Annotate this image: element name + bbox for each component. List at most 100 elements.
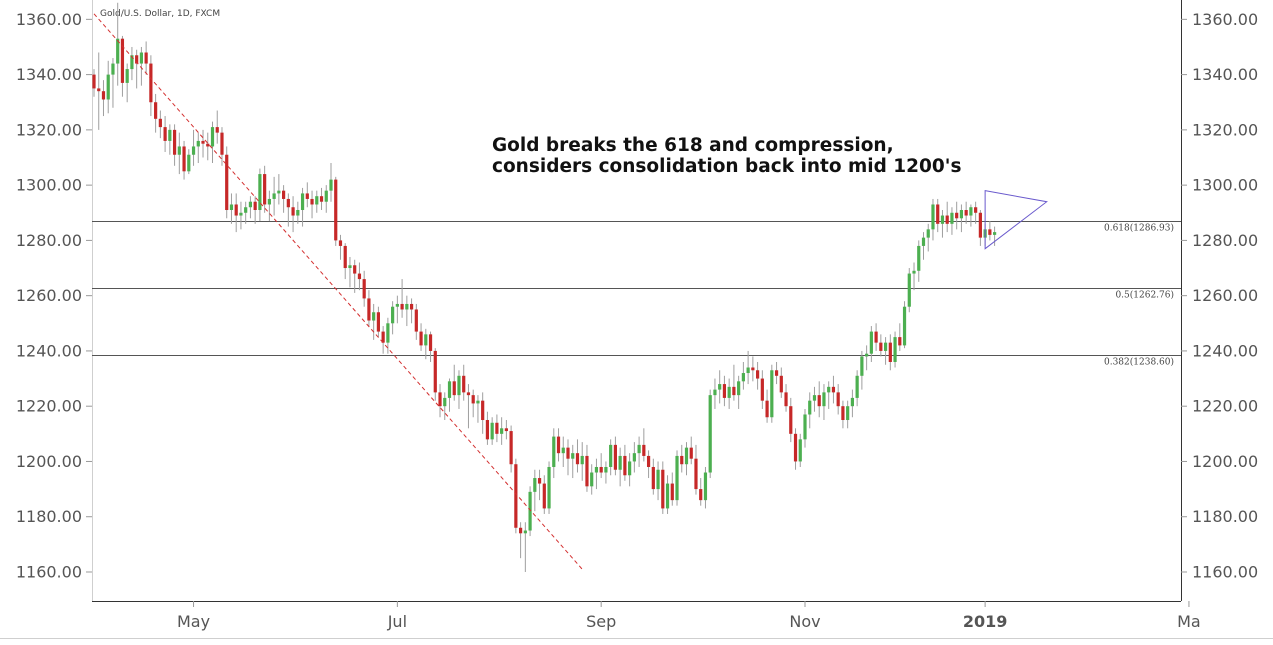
candle-body: [751, 367, 755, 371]
candle: [125, 63, 129, 103]
candle-body: [334, 179, 338, 241]
candle-body: [926, 229, 930, 238]
candle: [495, 414, 499, 443]
candle: [926, 223, 930, 252]
candle-body: [703, 472, 708, 501]
candle: [841, 400, 845, 429]
candle: [974, 201, 978, 224]
candle-body: [206, 143, 210, 147]
candle-body: [419, 331, 423, 346]
candle-body: [599, 466, 603, 473]
candle: [315, 190, 319, 213]
candle-body: [481, 400, 485, 421]
candle: [850, 389, 854, 418]
candle-body: [936, 204, 940, 224]
candle-body: [874, 331, 878, 343]
candle: [367, 290, 371, 327]
drawing-overlays: [93, 13, 1048, 570]
candle-body: [101, 91, 106, 100]
candle: [348, 256, 352, 288]
fib-level-label: 0.382(1238.60): [1104, 357, 1174, 368]
candle: [628, 453, 632, 487]
candle-body: [391, 306, 395, 324]
candle: [187, 149, 191, 175]
x-tick-label: Sep: [586, 612, 616, 631]
candle-body: [154, 102, 158, 119]
candle: [831, 375, 836, 404]
candle-body: [376, 312, 380, 332]
y-tick-label-right: 1280.00: [1192, 231, 1258, 250]
candle-body: [305, 193, 309, 199]
candle: [457, 370, 461, 409]
candle-body: [561, 447, 565, 454]
candle-body: [765, 400, 769, 418]
candle-body: [855, 375, 859, 398]
candle-body: [528, 491, 532, 531]
x-tick-label: May: [177, 612, 210, 631]
candle-body: [841, 406, 845, 421]
candle: [784, 384, 788, 412]
candle: [239, 201, 243, 230]
candle: [774, 361, 779, 385]
candle-body: [713, 389, 717, 396]
candle-body: [158, 118, 162, 128]
candle: [860, 350, 864, 390]
x-tick-label: 2019: [963, 612, 1008, 631]
candle-body: [424, 334, 428, 346]
candle-body: [97, 88, 101, 92]
candle-body: [495, 422, 499, 434]
candle: [594, 458, 599, 490]
candle: [556, 428, 561, 462]
candle-body: [476, 400, 480, 404]
y-tick-label-right: 1160.00: [1192, 562, 1258, 581]
candle: [836, 384, 840, 415]
candle: [656, 461, 660, 501]
candle: [978, 210, 982, 246]
candle-body: [993, 232, 997, 235]
candle: [907, 268, 911, 313]
candle: [405, 295, 409, 327]
y-tick-label-right: 1200.00: [1192, 452, 1258, 471]
candle-body: [485, 420, 490, 440]
candle-body: [258, 174, 262, 211]
candle: [789, 397, 793, 443]
candle-body: [244, 207, 248, 213]
candle: [282, 185, 286, 213]
candle-body: [267, 198, 271, 205]
candle-body: [969, 207, 973, 216]
candle: [514, 458, 518, 534]
candle: [566, 439, 570, 476]
candle-body: [827, 386, 831, 393]
candle: [599, 453, 603, 479]
candle-body: [779, 375, 783, 393]
candle-body: [651, 466, 655, 490]
candle-body: [628, 461, 632, 476]
y-tick-label-left: 1240.00: [16, 341, 82, 360]
candle: [291, 196, 295, 233]
candle: [201, 129, 205, 158]
candle-body: [888, 342, 892, 362]
candle: [296, 201, 300, 224]
candle-body: [727, 386, 731, 398]
candle-body: [229, 204, 234, 211]
candle: [334, 176, 338, 246]
candle: [741, 361, 745, 390]
candle-body: [789, 406, 793, 434]
candle-body: [409, 303, 414, 310]
candle-body: [694, 458, 698, 490]
candle: [519, 522, 523, 559]
candle: [395, 295, 399, 324]
candle: [945, 201, 949, 233]
candle-body: [319, 196, 324, 202]
candle: [585, 444, 589, 492]
candle: [329, 163, 333, 202]
candle-body: [125, 69, 129, 83]
candle-body: [130, 55, 134, 70]
candle: [163, 116, 167, 152]
candle-body: [519, 527, 523, 534]
candle: [248, 196, 253, 219]
candle-body: [822, 392, 826, 407]
candle-body: [722, 384, 727, 398]
candle: [912, 262, 916, 291]
candle-body: [400, 303, 404, 310]
